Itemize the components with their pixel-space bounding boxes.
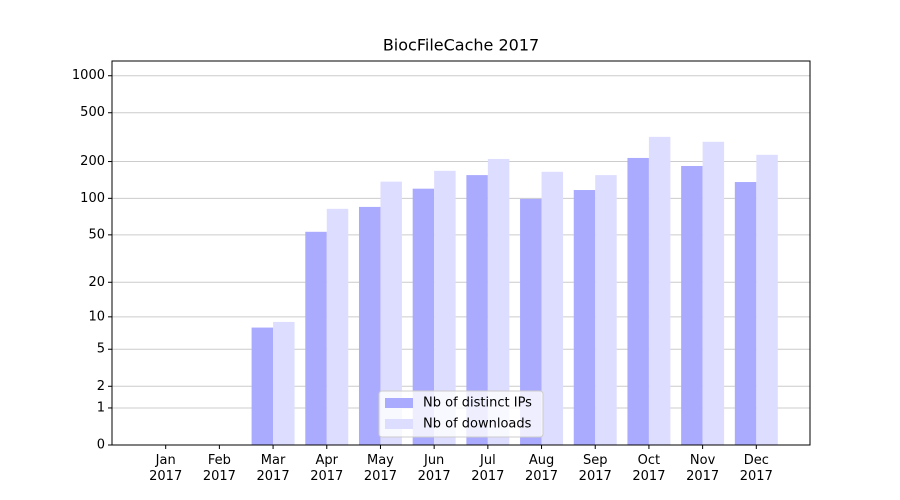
- y-tick-label: 5: [97, 342, 105, 357]
- x-tick-label: Dec 2017: [739, 453, 773, 484]
- bar: [273, 321, 295, 445]
- legend-label: Nb of distinct IPs: [423, 396, 532, 411]
- bar: [326, 208, 349, 445]
- bar: [681, 165, 703, 446]
- legend-label: Nb of downloads: [423, 417, 532, 432]
- y-tick-label: 2: [97, 379, 105, 394]
- legend: Nb of distinct IPs Nb of downloads: [378, 390, 544, 438]
- y-tick-label: 20: [88, 275, 105, 290]
- y-tick-label: 0: [97, 438, 105, 453]
- x-tick-label: Feb 2017: [202, 453, 236, 484]
- x-tick-label: Jul 2017: [471, 453, 505, 484]
- bar: [380, 181, 402, 445]
- bar: [251, 327, 274, 445]
- y-tick-label: 500: [80, 105, 105, 120]
- y-tick-label: 200: [80, 154, 105, 169]
- bar: [756, 154, 778, 445]
- bar: [702, 141, 725, 445]
- bar: [520, 198, 542, 445]
- bar: [627, 157, 649, 445]
- bar: [358, 206, 381, 445]
- x-tick-label: Aug 2017: [524, 453, 559, 484]
- bar: [734, 182, 757, 445]
- y-tick-label: 10: [88, 309, 105, 324]
- bar: [487, 158, 510, 445]
- bar: [434, 170, 456, 445]
- x-tick-label: Nov 2017: [686, 453, 720, 484]
- bar: [305, 231, 327, 445]
- bar: [541, 171, 564, 446]
- x-tick-label: May 2017: [363, 453, 397, 484]
- bar: [573, 190, 596, 445]
- chart-title: BiocFileCache 2017: [383, 36, 539, 55]
- y-tick-label: 100: [80, 191, 105, 206]
- bar: [595, 175, 617, 445]
- legend-swatch: [385, 398, 413, 408]
- plot-frame: [111, 60, 811, 446]
- bar: [466, 175, 488, 445]
- x-tick-label: Sep 2017: [578, 453, 612, 484]
- y-tick-label: 50: [88, 227, 105, 242]
- legend-swatch: [385, 419, 413, 429]
- legend-box: [378, 390, 544, 438]
- x-tick-label: Apr 2017: [310, 453, 344, 484]
- bar: [412, 188, 435, 445]
- bar: [648, 136, 671, 445]
- x-tick-label: Jan 2017: [149, 453, 183, 484]
- y-tick-label: 1000: [72, 68, 105, 83]
- x-tick-label: Jun 2017: [417, 453, 451, 484]
- x-tick-label: Mar 2017: [256, 453, 290, 484]
- x-tick-label: Oct 2017: [632, 453, 666, 484]
- y-tick-label: 1: [97, 400, 105, 415]
